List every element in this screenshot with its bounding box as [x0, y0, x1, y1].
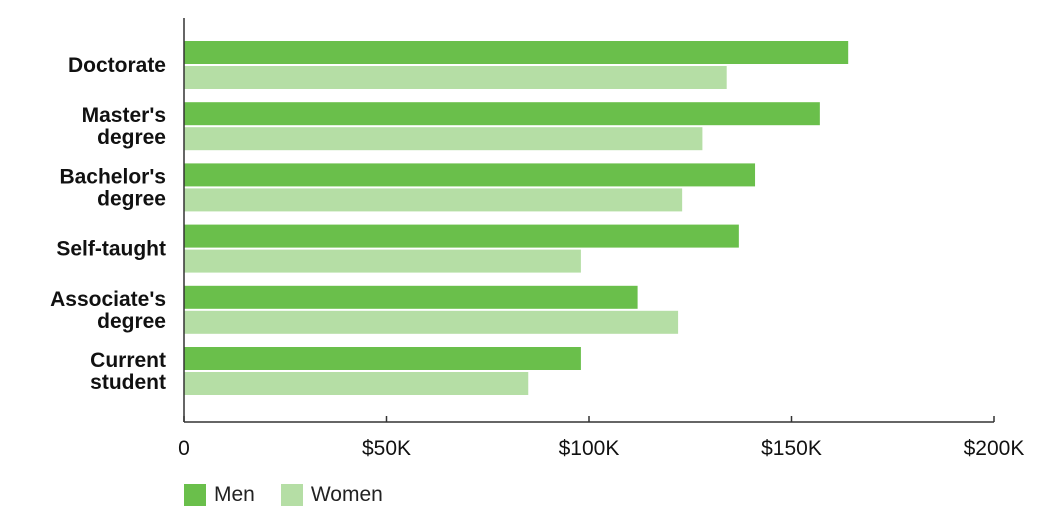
category-label-line: degree: [97, 187, 166, 210]
category-label-line: Self-taught: [56, 238, 166, 261]
category-label-line: Master's: [82, 104, 166, 127]
category-label-line: Associate's: [50, 288, 166, 311]
category-label-line: degree: [97, 126, 166, 149]
legend-item-women: Women: [280, 483, 383, 507]
legend-swatch-men: [184, 484, 206, 506]
category-label: Self-taught: [56, 238, 166, 261]
category-label-line: Bachelor's: [59, 165, 166, 188]
bar-women-3: [184, 249, 581, 273]
x-tick-label: $100K: [559, 437, 620, 460]
legend-label-women: Women: [310, 483, 383, 506]
legend-label-men: Men: [214, 483, 255, 506]
bar-women-2: [184, 188, 683, 212]
category-label-line: student: [90, 371, 166, 394]
x-tick-label: $150K: [761, 437, 822, 460]
x-tick-label: 0: [178, 437, 190, 460]
category-label: Master's degree: [82, 104, 166, 149]
legend-item-men: Men: [184, 483, 255, 507]
category-label-line: degree: [97, 310, 166, 333]
x-tick-label: $200K: [964, 437, 1025, 460]
bar-men-1: [184, 102, 820, 126]
legend-swatch-women: [280, 484, 303, 506]
x-tick-label: $50K: [362, 437, 411, 460]
bar-women-4: [184, 310, 679, 334]
legend: Men Women: [184, 483, 383, 507]
bar-men-5: [184, 347, 581, 370]
category-label: Doctorate: [68, 54, 166, 77]
bar-women-0: [184, 66, 727, 89]
category-label: Bachelor's degree: [59, 165, 166, 210]
category-label-line: Current: [90, 349, 166, 372]
category-label: Current student: [90, 349, 166, 394]
category-label-line: Doctorate: [68, 54, 166, 77]
category-label: Associate's degree: [50, 288, 166, 333]
bar-women-1: [184, 127, 703, 151]
bar-women-5: [184, 372, 529, 395]
bar-men-4: [184, 285, 638, 309]
x-axis-ticks: 0 $50K $100K $150K $200K: [178, 416, 1024, 460]
bars: [184, 41, 849, 395]
bar-men-2: [184, 163, 756, 187]
bar-men-3: [184, 224, 739, 248]
bar-men-0: [184, 41, 849, 64]
